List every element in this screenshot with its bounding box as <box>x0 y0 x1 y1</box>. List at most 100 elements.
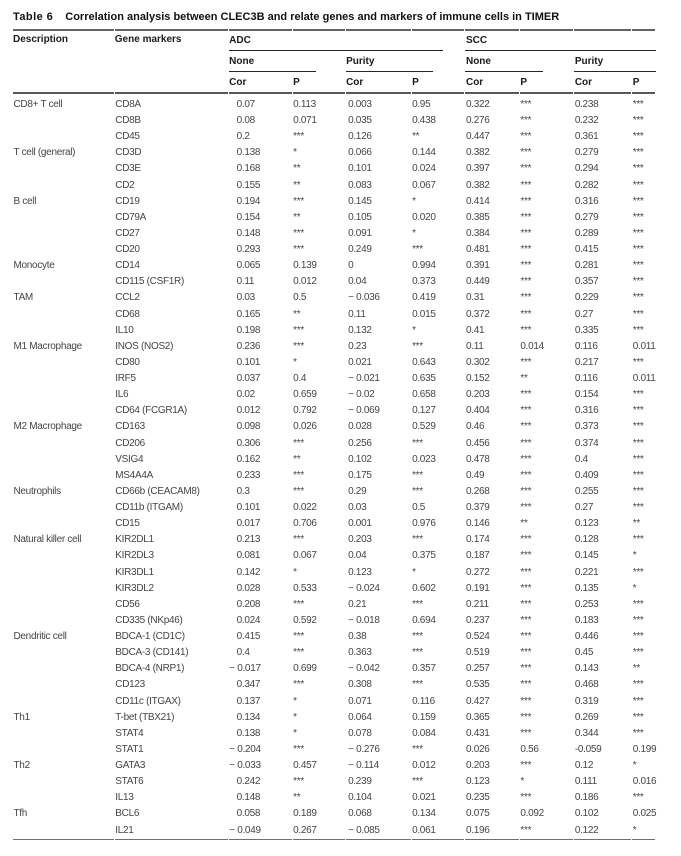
value-cell: 0.524 <box>465 631 490 643</box>
value-cell: *** <box>632 437 644 449</box>
value-cell: 0.31 <box>465 292 485 304</box>
value-cell: 0.449 <box>465 276 490 288</box>
value-cell: 0.012 <box>293 276 317 288</box>
value-cell: 0.217 <box>574 356 599 368</box>
value-cell: 0.067 <box>293 550 317 562</box>
value-cell: *** <box>293 631 304 643</box>
value-cell: 0.135 <box>574 582 599 594</box>
value-cell: 0.41 <box>465 324 485 336</box>
value-cell: 0.4 <box>574 453 588 465</box>
table-row: IL13 0.148 ** 0.104 0.021 0.235 *** 0.186 *** <box>13 790 655 806</box>
value-cell: *** <box>520 485 532 497</box>
table-row: T cell (general) CD3D 0.138 * 0.066 0.144 0.38… <box>13 145 655 161</box>
value-cell: 0.024 <box>412 163 436 175</box>
value-cell: 0.792 <box>293 405 317 417</box>
value-cell: 0.365 <box>465 711 490 723</box>
value-cell: 0.138 <box>236 727 261 739</box>
value-cell: 0.123 <box>574 518 599 530</box>
description-cell <box>13 742 114 758</box>
value-cell: − 0.085 <box>345 823 411 841</box>
value-cell: *** <box>520 760 532 772</box>
gene-marker-cell: IL6 <box>115 389 129 401</box>
value-cell: *** <box>632 276 644 288</box>
value-cell: 0.269 <box>574 711 599 723</box>
gene-marker-cell: CD66b (CEACAM8) <box>115 485 200 497</box>
top-rule-segment <box>13 28 114 31</box>
description-cell: T cell (general) <box>13 147 76 159</box>
value-cell: 0.061 <box>411 823 465 841</box>
value-cell: * <box>293 727 297 739</box>
gene-marker-cell: CD3D <box>115 147 142 159</box>
gene-marker-cell: BDCA-4 (NRP1) <box>115 663 185 675</box>
value-cell: 0.128 <box>574 534 599 546</box>
value-cell: 0.154 <box>236 211 261 223</box>
value-cell: 0.382 <box>465 147 490 159</box>
table-row: CD2 0.155 ** 0.083 0.067 0.382 *** 0.282 *** <box>13 178 655 194</box>
value-cell: *** <box>520 163 532 175</box>
top-rule-segment <box>411 28 465 31</box>
value-cell: *** <box>520 227 532 239</box>
value-cell: 0.293 <box>236 244 261 256</box>
gene-marker-cell: CD115 (CSF1R) <box>115 276 184 288</box>
gene-marker-cell: CD15 <box>115 518 140 530</box>
value-cell: 0.081 <box>236 550 261 562</box>
value-cell: *** <box>632 115 644 127</box>
value-cell: 0.391 <box>465 260 490 272</box>
top-rule-segment <box>114 28 228 31</box>
value-cell: *** <box>520 598 532 610</box>
value-cell: *** <box>412 679 423 691</box>
value-cell: 0.137 <box>236 695 261 707</box>
value-cell: 0.211 <box>465 598 489 610</box>
value-cell: 0.154 <box>574 389 599 401</box>
value-cell: 0.035 <box>348 115 372 127</box>
table-row: Monocyte CD14 0.065 0.139 0 0.994 0.391 *** 0.28… <box>13 258 655 274</box>
top-rule-row <box>13 28 655 31</box>
table-row: CD11c (ITGAX) 0.137 * 0.071 0.116 0.427 *** 0.3… <box>13 694 655 710</box>
value-cell: 0.020 <box>412 211 436 223</box>
top-rule-segment <box>228 28 292 31</box>
gene-marker-cell: CD8B <box>115 115 141 127</box>
value-cell: 0.189 <box>293 808 317 820</box>
description-cell <box>13 613 114 629</box>
value-cell: 0.361 <box>574 131 599 143</box>
description-cell <box>13 726 114 742</box>
value-cell: *** <box>520 211 532 223</box>
table-row: VSIG4 0.162 ** 0.102 0.023 0.478 *** 0.4 *** <box>13 452 655 468</box>
value-cell: *** <box>520 566 532 578</box>
value-cell: 0.319 <box>574 695 599 707</box>
value-cell: 0.187 <box>465 550 490 562</box>
value-cell: 0.078 <box>348 727 372 739</box>
value-cell: *** <box>520 356 532 368</box>
value-cell: *** <box>632 792 644 804</box>
description-cell <box>13 468 114 484</box>
value-cell: *** <box>520 131 532 143</box>
value-cell: 0.199 <box>632 743 657 755</box>
value-cell: 0.159 <box>412 711 436 723</box>
value-cell: 0.385 <box>465 211 490 223</box>
value-cell: *** <box>632 163 644 175</box>
value-cell: 0.237 <box>465 614 490 626</box>
value-cell: 0.238 <box>574 98 599 110</box>
value-cell: *** <box>632 211 644 223</box>
description-cell <box>13 226 114 242</box>
value-cell: 0.08 <box>236 115 256 127</box>
value-cell: 0.126 <box>348 131 372 143</box>
value-cell: 0.4 <box>236 647 250 659</box>
value-cell: *** <box>520 792 532 804</box>
value-cell: * <box>412 324 416 336</box>
gene-marker-cell: CD123 <box>115 679 145 691</box>
value-cell: − 0.021 <box>348 373 380 385</box>
value-cell: 0.635 <box>412 373 436 385</box>
gene-marker-cell: CD45 <box>115 131 140 143</box>
value-cell: 0.233 <box>236 469 261 481</box>
value-cell: 0.023 <box>412 453 436 465</box>
description-cell <box>13 661 114 677</box>
value-cell: 0.242 <box>236 776 261 788</box>
value-cell: 0.012 <box>412 760 436 772</box>
value-cell: 0.49 <box>465 469 485 481</box>
value-cell: 0.316 <box>574 195 599 207</box>
value-cell: 0.384 <box>465 227 490 239</box>
gene-marker-cell: VSIG4 <box>115 453 144 465</box>
value-cell: -0.059 <box>574 743 602 755</box>
value-cell: 0.478 <box>465 453 490 465</box>
